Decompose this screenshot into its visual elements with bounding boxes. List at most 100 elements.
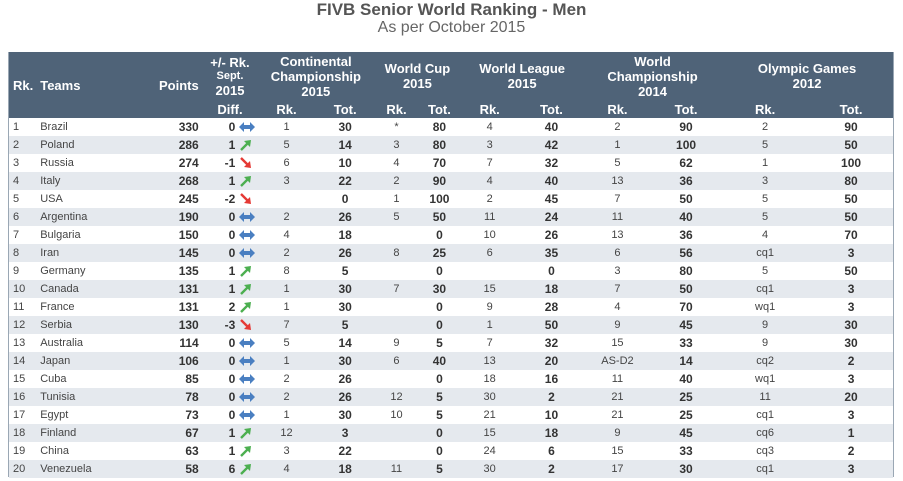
world-championship-rank-cell: 7 [614, 193, 621, 205]
olympic-total-cell: 50 [809, 136, 893, 154]
olympic-total-cell: 1 [809, 424, 893, 442]
world-championship-rank-cell: 6 [583, 244, 651, 262]
ranking-table: Rk. Teams Points +/- Rk. Sept. 2015 Cont… [9, 52, 893, 478]
world-championship-total-cell: 25 [650, 388, 722, 406]
world-championship-total-cell: 45 [650, 316, 722, 334]
olympic-total-cell: 80 [809, 172, 893, 190]
olympic-rank-cell: 4 [762, 229, 769, 241]
points-cell: 85 [185, 372, 199, 386]
team-cell: Finland [36, 424, 144, 442]
continental-total-cell: 30 [315, 352, 375, 370]
world-league-total-cell: 35 [519, 244, 584, 262]
continental-rank-cell: 1 [283, 121, 290, 133]
rank-cell: 6 [9, 208, 37, 226]
header-world-championship-line1: World [634, 53, 671, 69]
rank-cell: 18 [9, 424, 37, 442]
continental-total-cell: 30 [338, 300, 352, 314]
world-league-total-cell: 10 [544, 408, 559, 422]
world-championship-total-cell: 33 [679, 444, 693, 458]
rank-cell: 10 [9, 280, 37, 298]
trend-cell [237, 424, 258, 442]
continental-total-cell: 10 [338, 156, 352, 170]
world-cup-total-cell: 40 [418, 352, 461, 370]
continental-total-cell: 3 [315, 424, 375, 442]
continental-total-cell: 14 [338, 336, 352, 350]
continental-rank-cell: 2 [257, 244, 316, 262]
world-league-total-cell: 18 [519, 280, 584, 298]
trend-cell [237, 442, 257, 460]
table-row: 20 Venezuela 58 6 4 18 11 5 30 2 17 30 cq1 3 [9, 460, 893, 478]
world-league-rank-cell: 21 [483, 409, 496, 421]
continental-rank-cell: 2 [257, 388, 316, 406]
header-world-championship-line3: 2014 [638, 83, 667, 99]
header-olympic-games-line2: 2012 [792, 76, 822, 91]
arrow-up-icon [239, 175, 255, 187]
world-championship-total-cell: 33 [679, 336, 693, 350]
world-cup-total-cell: 0 [436, 372, 443, 386]
trend-cell [237, 208, 258, 226]
points-cell: 130 [143, 316, 203, 334]
header-rank-sept-line3: 2015 [215, 82, 245, 98]
team-cell: Tunisia [36, 388, 144, 406]
olympic-rank-cell: cq1 [756, 409, 774, 421]
trend-cell [237, 118, 257, 136]
arrow-up-icon [239, 427, 255, 439]
continental-total-cell: 30 [315, 280, 375, 298]
arrow-down-icon [239, 193, 255, 205]
world-league-rank-cell: 6 [460, 244, 519, 262]
continental-rank-cell: 8 [283, 265, 290, 277]
header-world-cup: World Cup 2015 [374, 52, 461, 100]
world-championship-total-cell: 56 [650, 244, 722, 262]
diff-cell: 2 [228, 300, 236, 314]
header-olympic-total: Tot. [809, 100, 893, 118]
header-world-championship-rank: Rk. [583, 100, 651, 118]
diff-cell: 0 [228, 408, 236, 422]
team-cell: Canada [36, 280, 144, 298]
rank-cell: 19 [13, 445, 26, 457]
rank-cell: 17 [13, 409, 26, 421]
olympic-total-cell: 50 [844, 264, 858, 278]
page-subtitle: As per October 2015 [377, 19, 526, 36]
continental-rank-cell: 6 [283, 157, 290, 169]
olympic-rank-cell: 5 [721, 208, 810, 226]
continental-rank-cell: 1 [257, 280, 316, 298]
world-cup-total-cell: 5 [436, 408, 443, 422]
header-world-cup-line1: World Cup [384, 61, 451, 76]
world-league-total-cell: 0 [548, 264, 555, 278]
points-cell: 286 [143, 136, 203, 154]
header-diff: Diff. [202, 100, 258, 118]
trend-cell [237, 370, 257, 388]
diff-cell: 0 [228, 120, 236, 134]
world-league-total-cell: 45 [544, 192, 559, 206]
world-cup-total-cell: 30 [418, 280, 461, 298]
rank-cell: 2 [9, 136, 37, 154]
trend-cell [237, 334, 257, 352]
continental-total-cell: 30 [338, 120, 352, 134]
olympic-total-cell: 3 [809, 280, 893, 298]
continental-rank-cell: 1 [283, 301, 290, 313]
world-championship-total-cell: 100 [650, 136, 722, 154]
world-cup-total-cell: 5 [436, 336, 443, 350]
points-cell: 78 [143, 388, 203, 406]
world-cup-rank-cell: 4 [393, 157, 400, 169]
world-championship-total-cell: 62 [679, 156, 693, 170]
world-league-total-cell: 16 [544, 372, 559, 386]
world-championship-total-cell: 80 [679, 264, 693, 278]
continental-rank-cell: 1 [283, 409, 290, 421]
continental-rank-cell: 3 [257, 172, 316, 190]
world-cup-rank-cell: 9 [393, 337, 400, 349]
header-row-top: Rk. Teams Points +/- Rk. Sept. 2015 Cont… [9, 52, 893, 118]
world-league-rank-cell: 11 [460, 208, 519, 226]
continental-rank-cell: 2 [283, 373, 290, 385]
diff-cell: 0 [228, 228, 236, 242]
rank-cell: 16 [9, 388, 37, 406]
world-championship-total-cell: 30 [650, 460, 722, 478]
world-cup-total-cell: 0 [436, 300, 443, 314]
header-continental: Continental Championship 2015 [257, 52, 375, 100]
arrow-down-icon [239, 157, 255, 169]
diff-cell: -3 [202, 316, 238, 334]
world-championship-total-cell: 25 [679, 408, 693, 422]
diff-cell: 1 [228, 264, 236, 278]
arrows-horizontal-icon [239, 337, 256, 349]
world-cup-rank-cell [374, 262, 418, 280]
